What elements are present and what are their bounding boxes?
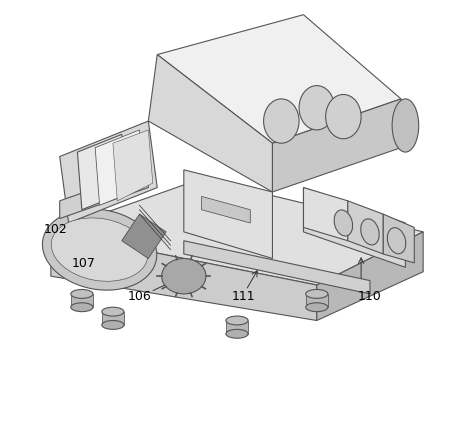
Ellipse shape: [306, 289, 328, 298]
Ellipse shape: [264, 99, 299, 143]
Polygon shape: [303, 187, 405, 267]
Polygon shape: [317, 232, 423, 321]
Polygon shape: [95, 130, 144, 205]
Ellipse shape: [361, 219, 379, 245]
Ellipse shape: [102, 307, 124, 316]
Polygon shape: [102, 312, 124, 325]
Polygon shape: [348, 201, 383, 254]
Polygon shape: [122, 214, 166, 259]
Polygon shape: [51, 179, 423, 285]
Polygon shape: [303, 187, 348, 241]
Ellipse shape: [51, 218, 148, 281]
Ellipse shape: [162, 259, 206, 294]
Polygon shape: [71, 294, 93, 307]
Ellipse shape: [326, 95, 361, 139]
Polygon shape: [157, 15, 401, 143]
Ellipse shape: [71, 303, 93, 312]
Polygon shape: [113, 130, 153, 201]
Polygon shape: [226, 321, 248, 334]
Polygon shape: [60, 121, 157, 223]
Polygon shape: [184, 241, 370, 294]
Polygon shape: [77, 134, 126, 210]
Ellipse shape: [43, 209, 157, 290]
Polygon shape: [51, 232, 317, 321]
Polygon shape: [273, 99, 401, 192]
Text: 102: 102: [44, 223, 67, 236]
Polygon shape: [60, 170, 148, 219]
Ellipse shape: [226, 316, 248, 325]
Polygon shape: [306, 294, 328, 307]
Polygon shape: [184, 170, 273, 259]
Ellipse shape: [392, 99, 419, 152]
Ellipse shape: [306, 303, 328, 312]
Ellipse shape: [299, 86, 335, 130]
Text: 106: 106: [128, 289, 151, 303]
Ellipse shape: [387, 227, 406, 254]
Polygon shape: [201, 196, 250, 223]
Polygon shape: [148, 54, 273, 192]
Text: 111: 111: [232, 289, 255, 303]
Ellipse shape: [226, 330, 248, 338]
Polygon shape: [383, 214, 414, 263]
Ellipse shape: [71, 289, 93, 298]
Text: 110: 110: [358, 289, 382, 303]
Text: 107: 107: [72, 257, 96, 270]
Ellipse shape: [334, 210, 353, 236]
Ellipse shape: [102, 321, 124, 330]
